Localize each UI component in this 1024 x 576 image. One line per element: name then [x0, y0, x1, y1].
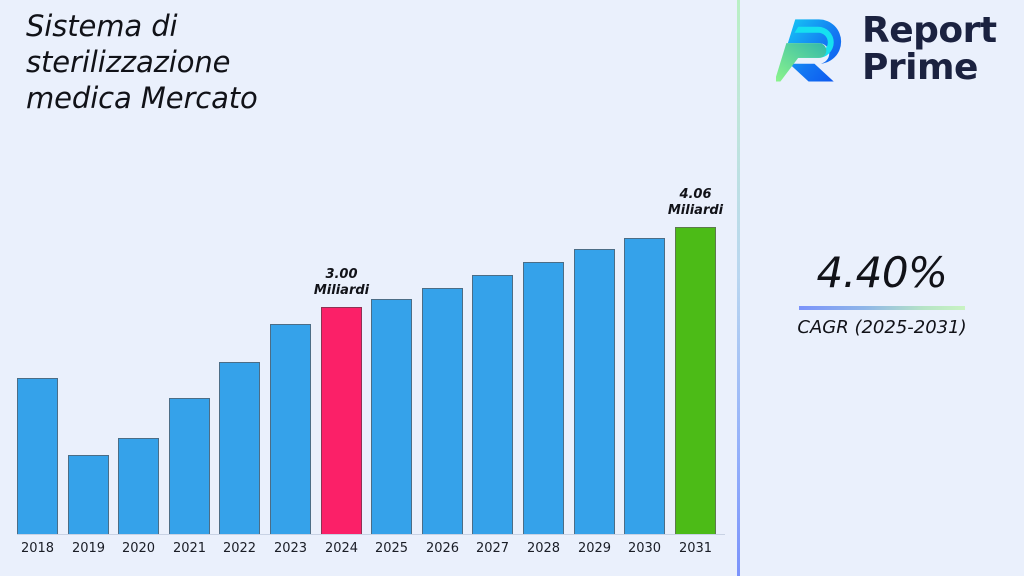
page-title: Sistema di sterilizzazione medica Mercat… — [26, 9, 258, 115]
x-tick-label-2027: 2027 — [475, 541, 510, 556]
chart-panel: Sistema di sterilizzazione medica Mercat… — [17, 9, 725, 556]
bar-2021 — [169, 398, 210, 534]
x-tick-label-2019: 2019 — [71, 541, 106, 556]
bar-value-label-2031: 4.06 Miliardi — [667, 187, 724, 218]
bar-2028 — [523, 262, 564, 534]
bar-2018 — [17, 378, 58, 534]
bar-2029 — [574, 249, 615, 534]
x-tick-label-2018: 2018 — [20, 541, 55, 556]
panel-divider — [737, 0, 740, 576]
x-tick-label-2020: 2020 — [121, 541, 156, 556]
bar-2022 — [219, 362, 260, 534]
bar-chart-plot: 2018 2019 2020 2021 2022 2023 2024 3.00 Miliard… — [17, 187, 725, 556]
x-tick-label-2023: 2023 — [273, 541, 308, 556]
bar-2025 — [371, 299, 412, 534]
brand-logo-line1: Report — [862, 10, 997, 51]
bar-2024 — [321, 307, 362, 534]
bar-2031 — [675, 227, 716, 534]
cagr-caption: CAGR (2025-2031) — [797, 317, 967, 338]
bar-2026 — [422, 288, 463, 534]
cagr-divider-rule — [799, 306, 965, 310]
x-tick-label-2026: 2026 — [425, 541, 460, 556]
bar-2023 — [270, 324, 311, 534]
brand-logo: Report Prime — [776, 12, 997, 86]
brand-logo-line2: Prime — [862, 47, 978, 88]
bar-2020 — [118, 438, 159, 534]
x-tick-label-2031: 2031 — [678, 541, 713, 556]
x-tick-label-2024: 2024 — [324, 541, 359, 556]
bar-2019 — [68, 455, 109, 534]
x-tick-label-2030: 2030 — [627, 541, 662, 556]
x-axis-line — [17, 534, 725, 535]
x-tick-label-2028: 2028 — [526, 541, 561, 556]
x-tick-label-2022: 2022 — [222, 541, 257, 556]
bar-2027 — [472, 275, 513, 534]
x-tick-label-2021: 2021 — [172, 541, 207, 556]
bar-value-label-2024: 3.00 Miliardi — [313, 267, 370, 298]
x-tick-label-2029: 2029 — [577, 541, 612, 556]
brand-logo-text: Report Prime — [862, 12, 997, 86]
x-tick-label-2025: 2025 — [374, 541, 409, 556]
cagr-value: 4.40% — [816, 248, 948, 297]
bar-2030 — [624, 238, 665, 534]
report-prime-logo-mark-icon — [776, 12, 850, 86]
summary-panel: Report Prime 4.40% CAGR (2025-2031) — [740, 0, 1024, 576]
cagr-block: 4.40% CAGR (2025-2031) — [740, 248, 1024, 340]
